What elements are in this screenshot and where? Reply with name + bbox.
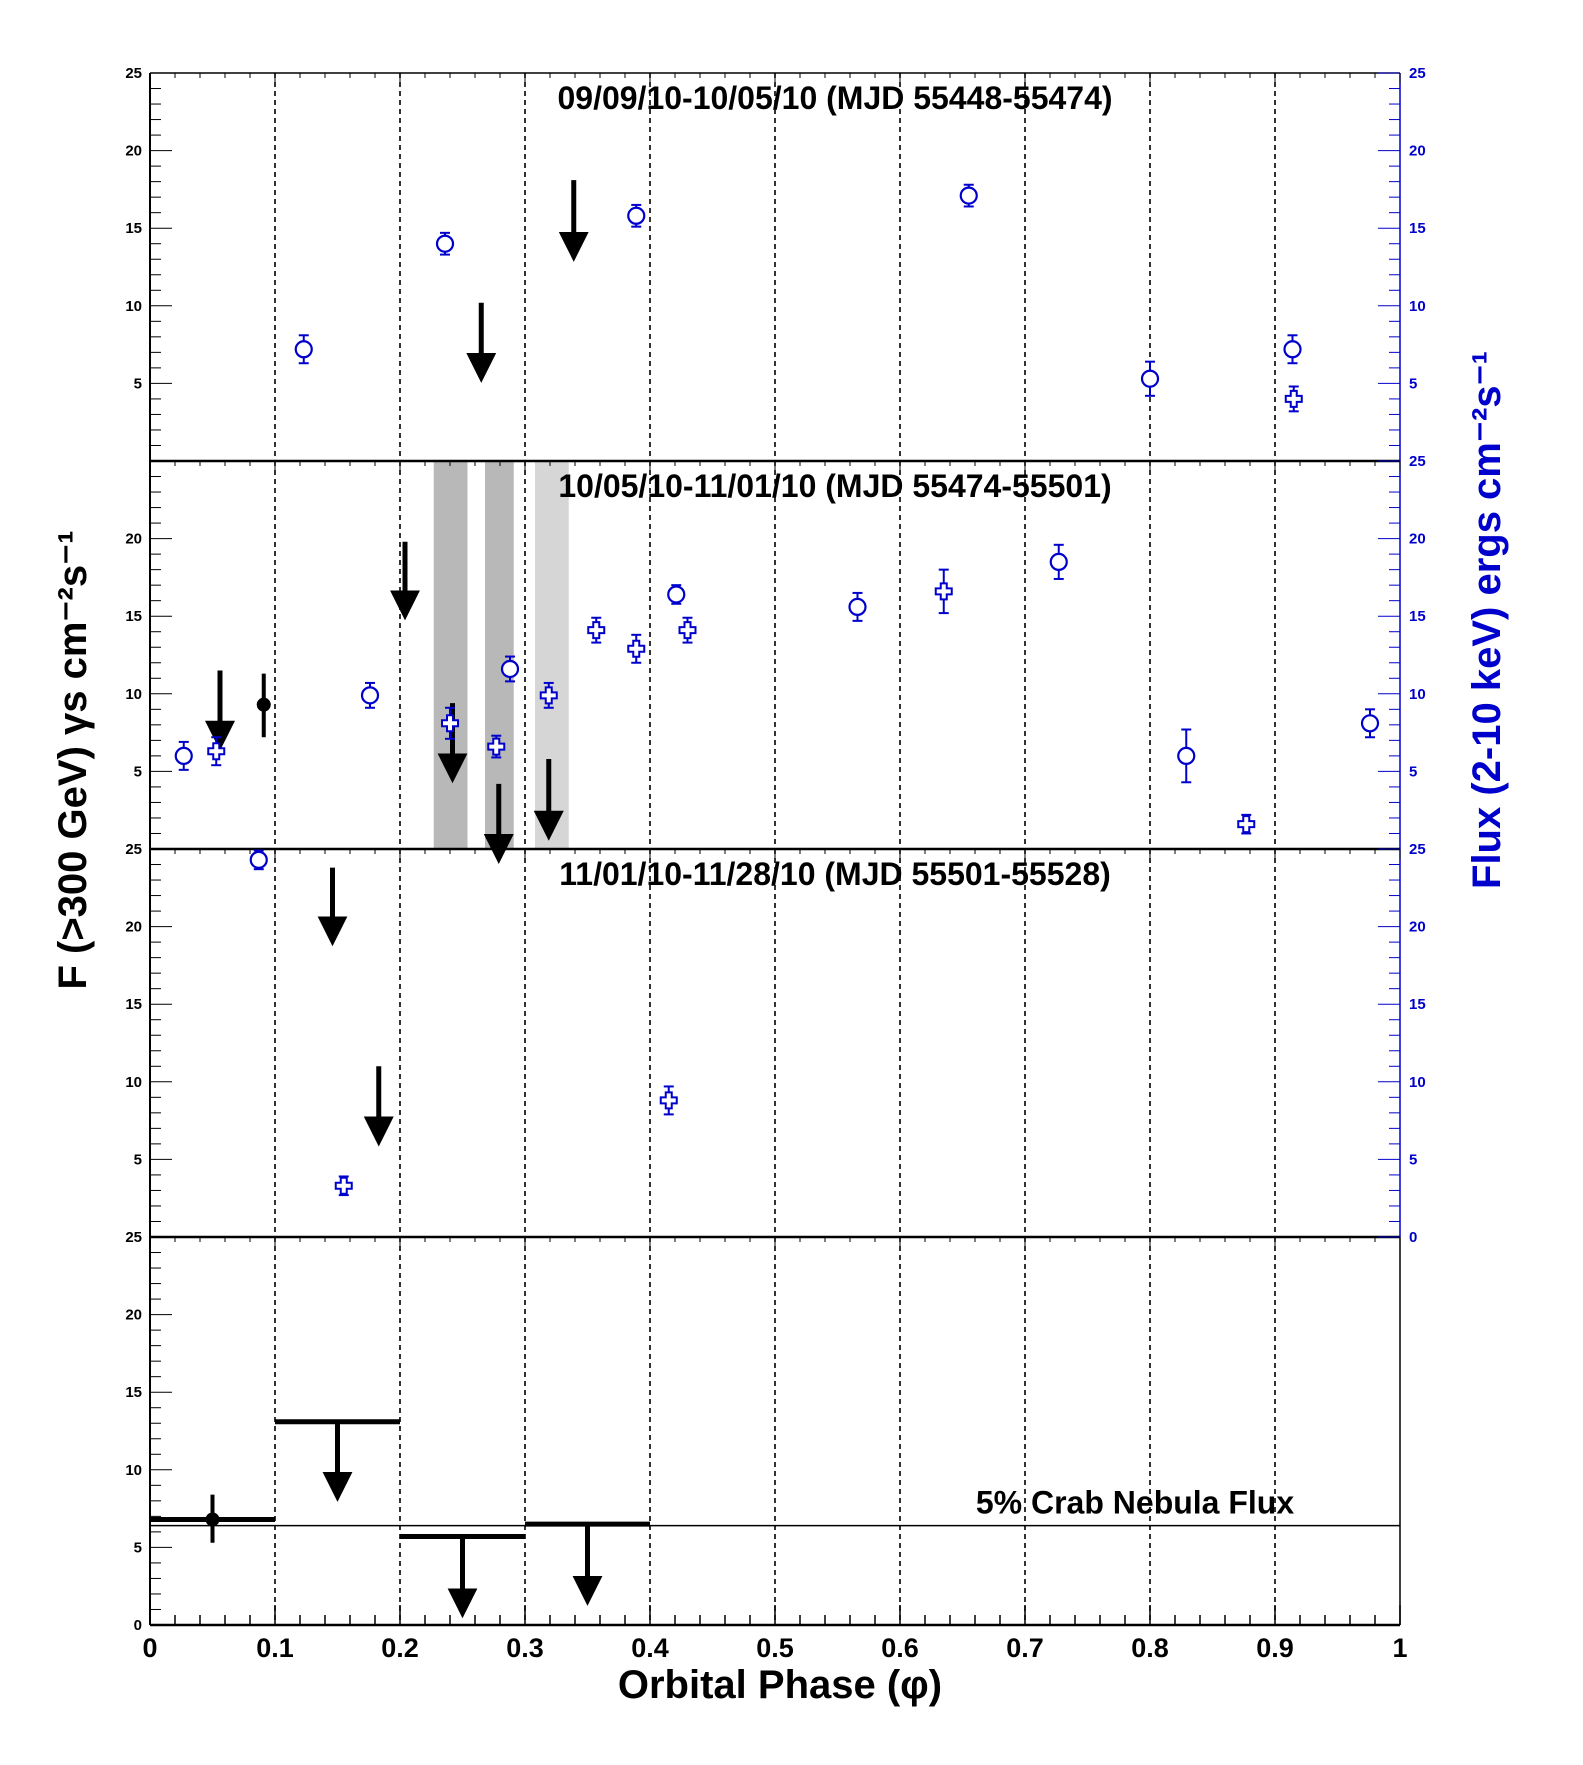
right-tick-label: 20 [1409, 531, 1426, 548]
right-tick-label: 5 [1409, 763, 1417, 780]
shaded-band [535, 461, 569, 849]
x-tick-label: 0.7 [1006, 1633, 1044, 1663]
xray-circle-point [627, 206, 646, 225]
panel-title: 10/05/10-11/01/10 (MJD 55474-55501) [558, 468, 1111, 504]
right-tick-label: 5 [1409, 1151, 1417, 1168]
xray-cross-point [627, 639, 646, 658]
shaded-bands [433, 461, 569, 849]
x-tick-label: 1 [1392, 1633, 1407, 1663]
left-tick-label: 20 [125, 1307, 142, 1324]
xray-circle-point [174, 746, 193, 765]
x-tick-label: 0.9 [1256, 1633, 1294, 1663]
panel-3 [249, 849, 678, 1197]
left-tick-label: 20 [125, 531, 142, 548]
xray-cross-point [587, 621, 606, 640]
xray-cross-point [1237, 815, 1256, 834]
right-tick-label: 25 [1409, 841, 1426, 858]
left-tick-label: 15 [125, 996, 142, 1013]
x-tick-label: 0 [142, 1633, 157, 1663]
xray-cross-point [487, 737, 506, 756]
xray-cross-point [934, 582, 953, 601]
text-marks: Orbital Phase (φ) F (>300 GeV) γs cm⁻²s⁻… [51, 80, 1509, 1707]
xray-circle-point [1049, 552, 1068, 571]
left-tick-label: 15 [125, 1384, 142, 1401]
x-tick-label: 0.2 [381, 1633, 419, 1663]
vhe-point [256, 697, 271, 712]
xray-cross-point [334, 1176, 353, 1195]
left-tick-label: 15 [125, 608, 142, 625]
left-tick-label: 5 [134, 1539, 142, 1556]
right-tick-label: 5 [1409, 375, 1417, 392]
xray-circle-point [1360, 714, 1380, 733]
x-tick-label: 0.8 [1131, 1633, 1169, 1663]
x-tick-label: 0.5 [756, 1633, 794, 1663]
left-tick-label: 10 [125, 298, 142, 315]
left-tick-label: 5 [134, 1151, 142, 1168]
left-tick-label: 25 [125, 65, 142, 82]
left-tick-label: 0 [134, 1617, 142, 1634]
left-tick-label: 10 [125, 1074, 142, 1091]
panel-title: 09/09/10-10/05/10 (MJD 55448-55474) [557, 80, 1112, 116]
x-tick-label: 0.4 [631, 1633, 669, 1663]
shaded-band [433, 461, 468, 849]
xray-circle-point [848, 597, 867, 616]
left-tick-label: 20 [125, 143, 142, 160]
xray-circle-point [435, 234, 455, 253]
xray-circle-point [667, 585, 686, 604]
xray-circle-point [294, 340, 313, 359]
left-tick-label: 5 [134, 375, 142, 392]
left-tick-label: 20 [125, 919, 142, 936]
right-tick-label: 20 [1409, 143, 1426, 160]
left-tick-label: 25 [125, 1229, 142, 1246]
panel-1 [294, 180, 1303, 413]
right-tick-label: 15 [1409, 220, 1426, 237]
data-marks [150, 180, 1400, 1619]
xray-cross-point [441, 714, 459, 733]
left-tick-label: 25 [125, 841, 142, 858]
x-axis-title: Orbital Phase (φ) [618, 1663, 942, 1707]
panel-title: 11/01/10-11/28/10 (MJD 55501-55528) [559, 856, 1111, 892]
xray-circle-point [1283, 340, 1302, 359]
x-tick-label: 0.1 [256, 1633, 294, 1663]
x-tick-label: 0.6 [881, 1633, 919, 1663]
right-tick-label: 10 [1409, 1074, 1426, 1091]
left-tick-label: 10 [125, 686, 142, 703]
xray-circle-point [959, 186, 978, 205]
right-tick-label: 10 [1409, 298, 1426, 315]
binned-point [205, 1512, 220, 1527]
axis-ticks: 5101520255101520255101520510152025510152… [125, 65, 1425, 1663]
xray-cross-point [678, 621, 697, 640]
right-tick-label: 15 [1409, 608, 1426, 625]
right-tick-label: 0 [1409, 1229, 1417, 1246]
right-tick-label: 25 [1409, 65, 1426, 82]
right-tick-label: 15 [1409, 996, 1426, 1013]
crab-reference-label: 5% Crab Nebula Flux [976, 1485, 1295, 1521]
panel-4 [150, 1419, 1400, 1619]
left-tick-label: 5 [134, 763, 142, 780]
xray-cross-point [207, 742, 226, 761]
y-axis-title-right: Flux (2-10 keV) ergs cm⁻²s⁻¹ [1465, 351, 1509, 889]
xray-circle-point [1140, 369, 1160, 388]
xray-circle-point [360, 686, 380, 705]
phase-gridlines [274, 73, 1276, 1625]
right-tick-label: 20 [1409, 919, 1426, 936]
x-tick-label: 0.3 [506, 1633, 544, 1663]
xray-cross-point [539, 686, 558, 705]
y-axis-title-left: F (>300 GeV) γs cm⁻²s⁻¹ [51, 530, 95, 989]
xray-circle-point [1177, 746, 1196, 765]
xray-cross-point [659, 1091, 678, 1110]
left-tick-label: 15 [125, 220, 142, 237]
xray-circle-point [249, 850, 268, 869]
right-tick-label: 10 [1409, 686, 1426, 703]
left-tick-label: 10 [125, 1462, 142, 1479]
xray-circle-point [500, 659, 520, 679]
xray-cross-point [1284, 389, 1303, 408]
panel-2 [174, 541, 1380, 864]
right-tick-label: 25 [1409, 453, 1426, 470]
